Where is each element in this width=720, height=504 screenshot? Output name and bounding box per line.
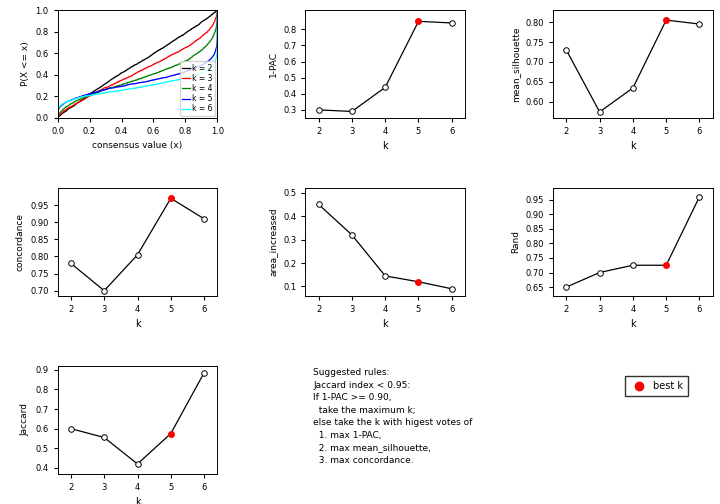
k = 4 xyxy=(64,102,73,108)
X-axis label: k: k xyxy=(382,142,388,152)
k = 3 xyxy=(213,7,222,13)
Y-axis label: area_increased: area_increased xyxy=(269,208,277,276)
X-axis label: k: k xyxy=(630,142,636,152)
k = 5 xyxy=(213,9,222,15)
k = 2 xyxy=(120,69,128,75)
k = 4 xyxy=(213,9,222,15)
k = 5 xyxy=(57,102,66,108)
k = 3 xyxy=(68,102,77,108)
k = 3 xyxy=(80,96,89,102)
k = 3 xyxy=(213,9,222,15)
X-axis label: k: k xyxy=(382,320,388,330)
k = 3 xyxy=(126,74,135,80)
k = 5 xyxy=(164,74,173,80)
k = 4 xyxy=(142,74,150,80)
k = 2 xyxy=(195,21,204,27)
k = 4 xyxy=(155,69,163,75)
Y-axis label: Rand: Rand xyxy=(511,230,520,254)
X-axis label: k: k xyxy=(135,320,140,330)
Legend: k = 2, k = 3, k = 4, k = 5, k = 6: k = 2, k = 3, k = 4, k = 5, k = 6 xyxy=(180,61,215,115)
k = 4 xyxy=(76,96,84,102)
k = 6 xyxy=(186,74,195,80)
Y-axis label: 1-PAC: 1-PAC xyxy=(269,51,277,77)
k = 6 xyxy=(213,7,222,13)
Text: Suggested rules:
Jaccard index < 0.95:
If 1-PAC >= 0.90,
  take the maximum k;
e: Suggested rules: Jaccard index < 0.95: I… xyxy=(313,368,473,465)
k = 6 xyxy=(53,115,62,121)
k = 6 xyxy=(213,9,222,15)
Line: k = 4: k = 4 xyxy=(58,10,217,118)
k = 5 xyxy=(213,21,222,27)
k = 5 xyxy=(213,7,222,13)
X-axis label: k: k xyxy=(135,497,140,504)
k = 2 xyxy=(213,7,222,13)
k = 3 xyxy=(53,115,62,121)
k = 5 xyxy=(181,69,189,75)
k = 6 xyxy=(213,21,222,27)
Legend: best k: best k xyxy=(624,376,688,396)
k = 2 xyxy=(79,96,88,102)
Y-axis label: Jaccard: Jaccard xyxy=(21,403,30,436)
Y-axis label: P(X <= x): P(X <= x) xyxy=(21,42,30,86)
k = 4 xyxy=(213,7,222,13)
k = 2 xyxy=(112,74,120,80)
Line: k = 5: k = 5 xyxy=(58,10,217,118)
k = 3 xyxy=(134,69,143,75)
k = 4 xyxy=(212,21,221,27)
Y-axis label: mean_silhouette: mean_silhouette xyxy=(511,26,520,102)
k = 2 xyxy=(53,115,62,121)
X-axis label: k: k xyxy=(630,320,636,330)
k = 5 xyxy=(53,115,62,121)
k = 2 xyxy=(210,9,219,15)
k = 6 xyxy=(56,102,65,108)
k = 6 xyxy=(70,96,78,102)
k = 2 xyxy=(70,102,78,108)
Line: k = 6: k = 6 xyxy=(58,10,217,118)
k = 4 xyxy=(53,115,62,121)
k = 6 xyxy=(200,69,209,75)
Y-axis label: concordance: concordance xyxy=(16,213,24,271)
Line: k = 2: k = 2 xyxy=(58,10,217,118)
k = 5 xyxy=(69,96,78,102)
X-axis label: consensus value (x): consensus value (x) xyxy=(92,142,183,151)
k = 3 xyxy=(209,21,217,27)
Line: k = 3: k = 3 xyxy=(58,10,217,118)
